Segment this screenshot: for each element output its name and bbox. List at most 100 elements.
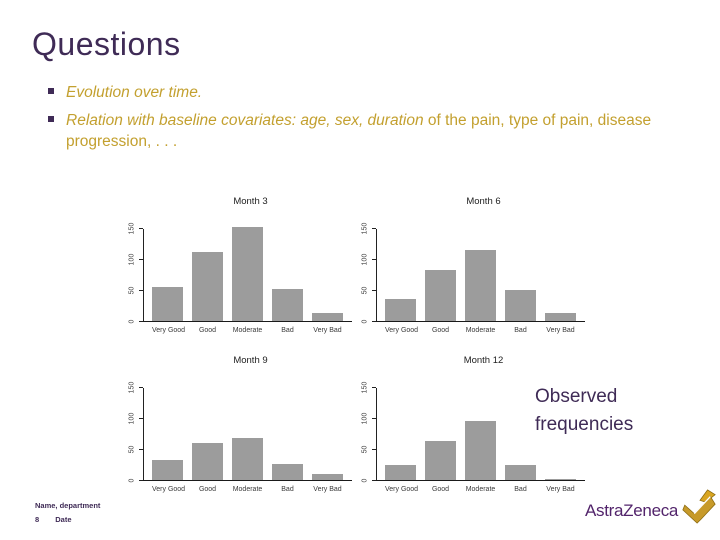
x-tick-label: Good <box>198 486 217 493</box>
x-tick-label: Very Good <box>152 327 186 334</box>
y-tick-label: 50 <box>128 445 136 454</box>
y-tick-label: 0 <box>361 319 369 324</box>
footer-date: Date <box>55 515 72 524</box>
plot-area: 0 50 100 150 <box>362 222 591 323</box>
bar-moderate <box>465 250 496 321</box>
bars-area <box>143 381 352 481</box>
slide-footer: Name, department 8 Date <box>35 499 100 527</box>
x-tick-label: Very Bad <box>313 486 342 493</box>
bullet-text-italic: Relation with baseline covariates: age, … <box>66 112 424 129</box>
y-axis <box>376 388 377 481</box>
x-axis-labels: Very Good Good Moderate Bad Very Bad <box>376 327 591 334</box>
y-axis <box>143 229 144 322</box>
y-tick <box>139 321 143 322</box>
y-tick-label: 150 <box>128 381 136 394</box>
y-tick <box>372 259 376 260</box>
x-tick-label: Good <box>431 327 450 334</box>
bar-bad <box>272 289 303 321</box>
bar-good <box>192 442 223 480</box>
plot-area: 0 50 100 150 <box>129 222 358 323</box>
x-tick-label: Very Bad <box>313 327 342 334</box>
bars-area <box>143 222 352 322</box>
y-tick <box>139 259 143 260</box>
square-bullet-icon <box>48 116 54 122</box>
bar-good <box>425 269 456 321</box>
x-tick-label: Very Bad <box>546 327 575 334</box>
y-tick <box>139 418 143 419</box>
y-tick-label: 50 <box>128 286 136 295</box>
chart-title: Month 12 <box>463 355 504 366</box>
x-tick-label: Bad <box>514 327 527 334</box>
bar-moderate <box>232 226 263 321</box>
x-tick-label: Very Good <box>385 486 419 493</box>
y-tick <box>139 387 143 388</box>
square-bullet-icon <box>48 88 54 94</box>
x-tick-label: Good <box>198 327 217 334</box>
bar-very-bad <box>312 312 343 321</box>
y-tick-label: 0 <box>128 319 136 324</box>
chart-title: Month 6 <box>466 196 501 207</box>
x-axis-labels: Very Good Good Moderate Bad Very Bad <box>376 486 591 493</box>
barchart-month-6: Month 6 0 50 100 150 Very Good Good Moderate Bad… <box>346 196 591 334</box>
bar-very-good <box>385 464 416 480</box>
bullet-text-regular: of the pain, type of pain, disease progr… <box>66 112 652 150</box>
y-tick-label: 100 <box>128 412 136 425</box>
x-tick-label: Good <box>431 486 450 493</box>
x-tick-label: Very Bad <box>546 486 575 493</box>
bullet-item: Evolution over time. <box>48 82 676 103</box>
y-tick <box>372 449 376 450</box>
x-tick-label: Bad <box>514 486 527 493</box>
barchart-month-3: Month 3 0 50 100 150 Very Good Good Moderate Bad… <box>113 196 358 334</box>
y-tick <box>372 418 376 419</box>
bar-very-good <box>152 286 183 321</box>
y-tick <box>139 290 143 291</box>
bullet-text-italic: Evolution over time. <box>66 84 203 101</box>
slide-page-number: 8 <box>35 515 40 524</box>
y-axis <box>376 229 377 322</box>
y-tick <box>139 449 143 450</box>
y-tick-label: 100 <box>361 412 369 425</box>
x-tick-label: Moderate <box>465 486 496 493</box>
plot-area: 0 50 100 150 <box>129 381 358 482</box>
y-tick-label: 0 <box>361 478 369 483</box>
y-axis <box>143 388 144 481</box>
bullet-list: Evolution over time. Relation with basel… <box>48 82 676 159</box>
y-tick <box>372 480 376 481</box>
plot-area: 0 50 100 150 <box>362 381 591 482</box>
footer-name-department: Name, department <box>35 501 101 510</box>
observed-frequencies-label: Observed frequencies <box>535 386 634 435</box>
bar-good <box>425 440 456 480</box>
y-tick-label: 150 <box>361 381 369 394</box>
x-axis-labels: Very Good Good Moderate Bad Very Bad <box>143 327 358 334</box>
y-tick <box>372 290 376 291</box>
y-tick <box>372 321 376 322</box>
y-tick <box>139 480 143 481</box>
astrazeneca-logo-text: AstraZeneca <box>585 501 679 520</box>
barchart-month-12: Month 12 0 50 100 150 Very Good Good Moderate Ba… <box>346 355 591 493</box>
y-tick-label: 50 <box>361 286 369 295</box>
y-tick <box>372 228 376 229</box>
bar-moderate <box>465 421 496 480</box>
y-tick-label: 0 <box>128 478 136 483</box>
mortar-pestle-icon <box>682 489 716 524</box>
chart-title: Month 3 <box>233 196 268 207</box>
bar-very-bad <box>545 478 576 480</box>
x-tick-label: Very Good <box>152 486 186 493</box>
bar-very-bad <box>312 474 343 480</box>
y-tick <box>139 228 143 229</box>
bars-area <box>376 222 585 322</box>
bar-very-good <box>152 459 183 480</box>
bar-moderate <box>232 437 263 480</box>
chart-title: Month 9 <box>233 355 268 366</box>
x-axis-labels: Very Good Good Moderate Bad Very Bad <box>143 486 358 493</box>
y-tick-label: 100 <box>128 253 136 266</box>
bar-bad <box>505 290 536 321</box>
x-tick-label: Bad <box>281 327 294 334</box>
x-tick-label: Moderate <box>465 327 496 334</box>
bar-good <box>192 251 223 321</box>
y-tick-label: 100 <box>361 253 369 266</box>
bullet-item: Relation with baseline covariates: age, … <box>48 110 676 152</box>
bar-bad <box>272 463 303 480</box>
x-tick-label: Moderate <box>232 486 263 493</box>
